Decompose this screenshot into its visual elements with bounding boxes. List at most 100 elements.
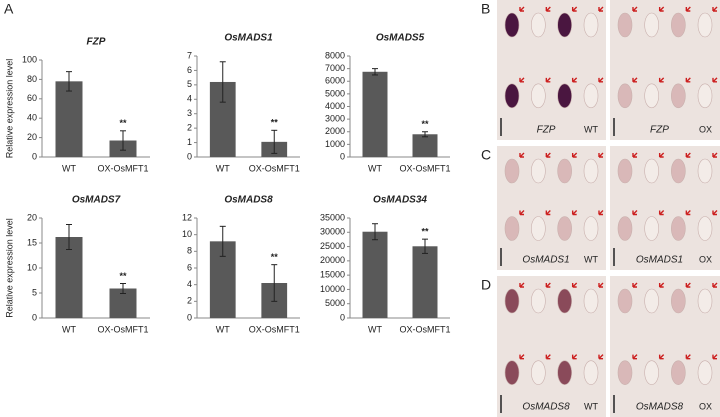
panel-label: B — [481, 1, 490, 17]
y-tick-label: 2 — [187, 296, 192, 306]
spikelet — [504, 360, 520, 385]
arrow — [685, 354, 691, 360]
spikelet — [531, 216, 546, 241]
arrow — [571, 6, 578, 12]
x-tick-label: WT — [216, 324, 230, 334]
y-tick-label: 25000 — [320, 241, 345, 251]
spikelet — [557, 288, 572, 314]
arrow — [545, 77, 551, 83]
y-tick-label: 4 — [187, 279, 192, 289]
significance-label: ** — [271, 252, 279, 262]
spikelet — [504, 12, 520, 38]
spikelet — [644, 288, 659, 314]
spikelet — [617, 360, 633, 385]
spikelet — [531, 12, 546, 38]
arrow — [658, 77, 665, 83]
arrow — [632, 282, 638, 288]
panel-label: C — [481, 147, 491, 163]
arrow — [519, 6, 525, 12]
spikelet — [531, 83, 546, 109]
y-tick-label: 35000 — [320, 212, 345, 222]
y-tick-label: 2000 — [325, 126, 345, 136]
y-axis-label: Relative expression level — [4, 59, 14, 159]
spikelet — [617, 216, 633, 241]
arrow — [545, 210, 551, 216]
spikelet — [531, 158, 546, 184]
spikelet — [504, 158, 520, 184]
spikelet — [644, 12, 659, 38]
bar — [412, 134, 438, 157]
spikelet — [697, 360, 713, 385]
spikelet — [671, 360, 686, 385]
y-tick-label: 10000 — [320, 284, 345, 294]
arrow — [571, 282, 578, 288]
y-tick-label: 0 — [187, 312, 192, 322]
spikelet — [697, 12, 713, 38]
spikelet — [557, 158, 572, 184]
y-tick-label: 0 — [187, 151, 192, 161]
significance-label: ** — [271, 118, 279, 128]
y-tick-label: 1000 — [325, 139, 345, 149]
genotype-label: WT — [584, 401, 598, 411]
spikelet — [557, 83, 572, 109]
spikelet — [583, 360, 599, 385]
y-tick-label: 0 — [32, 151, 37, 161]
arrow — [519, 210, 525, 216]
spikelet — [504, 83, 520, 109]
y-tick-label: 4 — [187, 94, 192, 104]
chart-title: OsMADS8 — [224, 195, 273, 206]
spikelet — [583, 288, 599, 314]
gene-label: OsMADS8 — [636, 402, 684, 413]
panel-label: A — [4, 1, 14, 17]
spikelet — [583, 216, 599, 241]
x-tick-label: WT — [62, 324, 76, 334]
arrow — [545, 6, 551, 12]
genotype-label: OX — [699, 254, 712, 264]
y-tick-label: 6 — [187, 65, 192, 75]
chart-title: OsMADS34 — [373, 195, 427, 206]
spikelet — [671, 83, 686, 109]
spikelet — [697, 216, 713, 241]
spikelet — [671, 12, 686, 38]
panel-label: D — [481, 277, 491, 293]
spikelet — [583, 12, 599, 38]
y-tick-label: 7000 — [325, 63, 345, 73]
y-tick-label: 4000 — [325, 101, 345, 111]
genotype-label: WT — [584, 254, 598, 264]
bar — [362, 231, 388, 318]
spikelet — [697, 83, 713, 109]
y-tick-label: 5000 — [325, 88, 345, 98]
arrow — [712, 6, 718, 12]
arrow — [519, 282, 525, 288]
arrow — [598, 77, 604, 83]
y-tick-label: 3 — [187, 108, 192, 118]
spikelet — [617, 83, 633, 109]
arrow — [658, 210, 665, 216]
y-tick-label: 8000 — [325, 50, 345, 60]
gene-label: FZP — [650, 125, 669, 136]
spikelet — [644, 216, 659, 241]
spikelet — [583, 158, 599, 184]
y-tick-label: 10 — [27, 262, 37, 272]
x-tick-label: WT — [216, 163, 230, 173]
y-tick-label: 60 — [27, 93, 37, 103]
arrow — [598, 210, 604, 216]
arrow — [658, 282, 665, 288]
arrow — [545, 354, 551, 360]
x-tick-label: WT — [368, 163, 382, 173]
y-tick-label: 100 — [22, 54, 37, 64]
x-tick-label: OX-OsMFT1 — [98, 163, 149, 173]
y-tick-label: 0 — [340, 312, 345, 322]
x-tick-label: WT — [62, 163, 76, 173]
y-tick-label: 0 — [32, 312, 37, 322]
spikelet — [644, 158, 659, 184]
spikelet — [557, 360, 572, 385]
spikelet — [671, 216, 686, 241]
significance-label: ** — [421, 227, 429, 237]
gene-label: OsMADS1 — [522, 255, 569, 266]
x-tick-label: WT — [368, 324, 382, 334]
arrow — [598, 354, 604, 360]
arrow — [658, 6, 665, 12]
chart-title: OsMADS5 — [376, 33, 425, 44]
arrow — [519, 152, 525, 158]
